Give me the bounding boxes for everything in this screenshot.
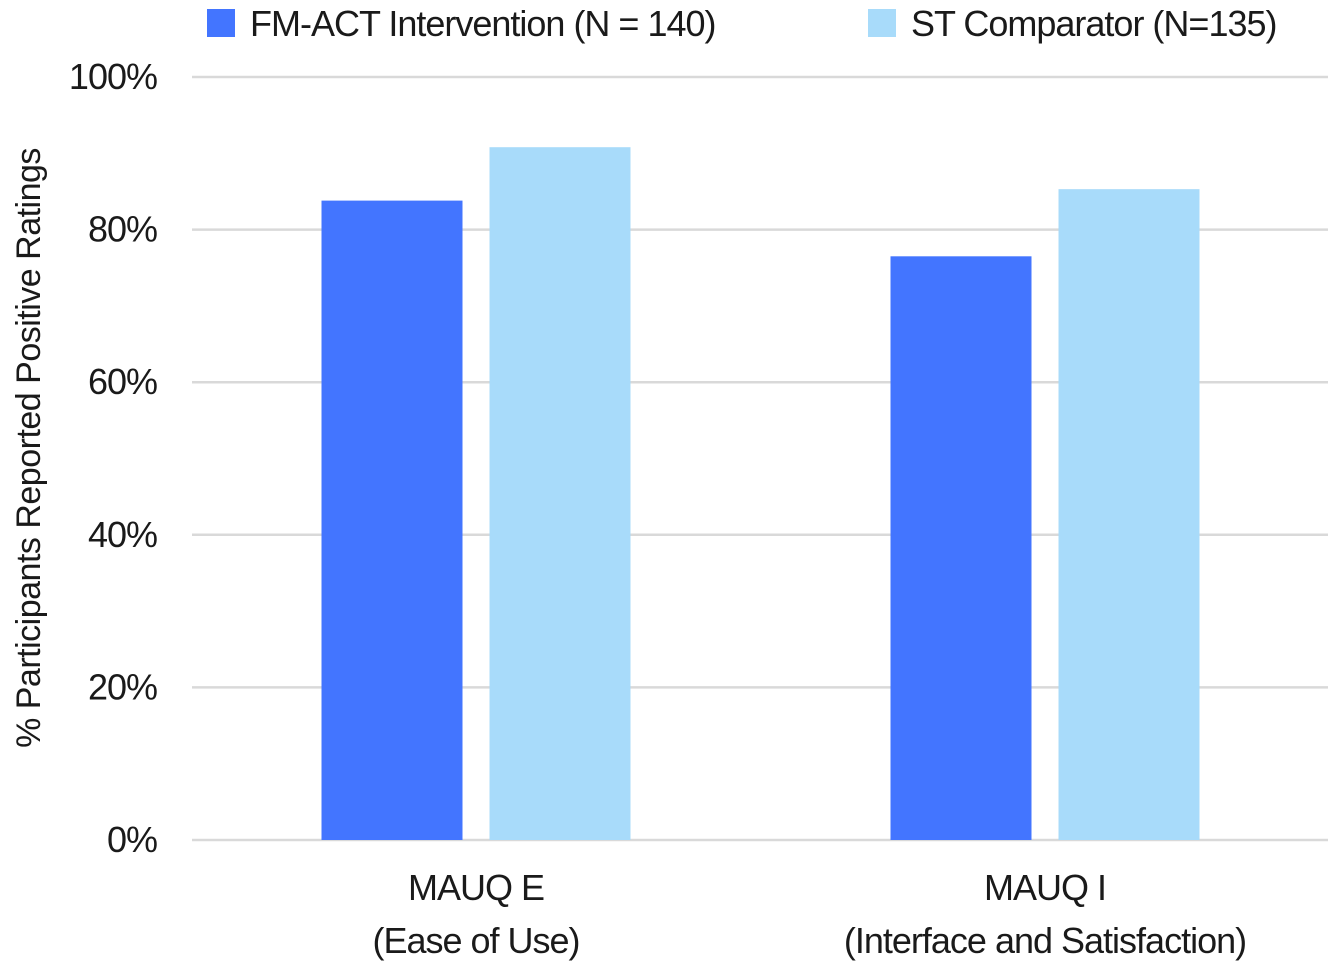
bar-fm-act-0 [321, 200, 463, 840]
x-tick-label: MAUQ E [408, 867, 544, 908]
legend-label: FM-ACT Intervention (N = 140) [250, 3, 716, 44]
x-tick-label: (Interface and Satisfaction) [844, 920, 1246, 961]
bar-fm-act-1 [890, 256, 1032, 840]
y-tick-label: 80% [88, 209, 157, 250]
y-tick-label: 100% [69, 56, 157, 97]
legend: FM-ACT Intervention (N = 140) ST Comparat… [207, 3, 1278, 44]
bar-st-comparator-0 [489, 147, 631, 841]
bars [321, 147, 1200, 841]
y-tick-label: 40% [88, 514, 157, 555]
x-tick-label: MAUQ I [984, 867, 1106, 908]
legend-label: ST Comparator (N=135) [911, 3, 1277, 44]
y-axis-ticks: 0% 20% 40% 60% 80% 100% [69, 56, 158, 860]
y-tick-label: 60% [88, 361, 157, 402]
bar-st-comparator-1 [1058, 189, 1200, 840]
y-tick-label: 20% [88, 666, 157, 707]
x-axis-labels: MAUQ E (Ease of Use) MAUQ I (Interface and … [372, 867, 1247, 961]
x-tick-label: (Ease of Use) [372, 920, 579, 961]
y-tick-label: 0% [107, 819, 157, 860]
y-axis-title: % Participants Reported Positive Ratings [10, 148, 48, 748]
legend-swatch [868, 9, 896, 37]
legend-swatch [207, 9, 235, 37]
